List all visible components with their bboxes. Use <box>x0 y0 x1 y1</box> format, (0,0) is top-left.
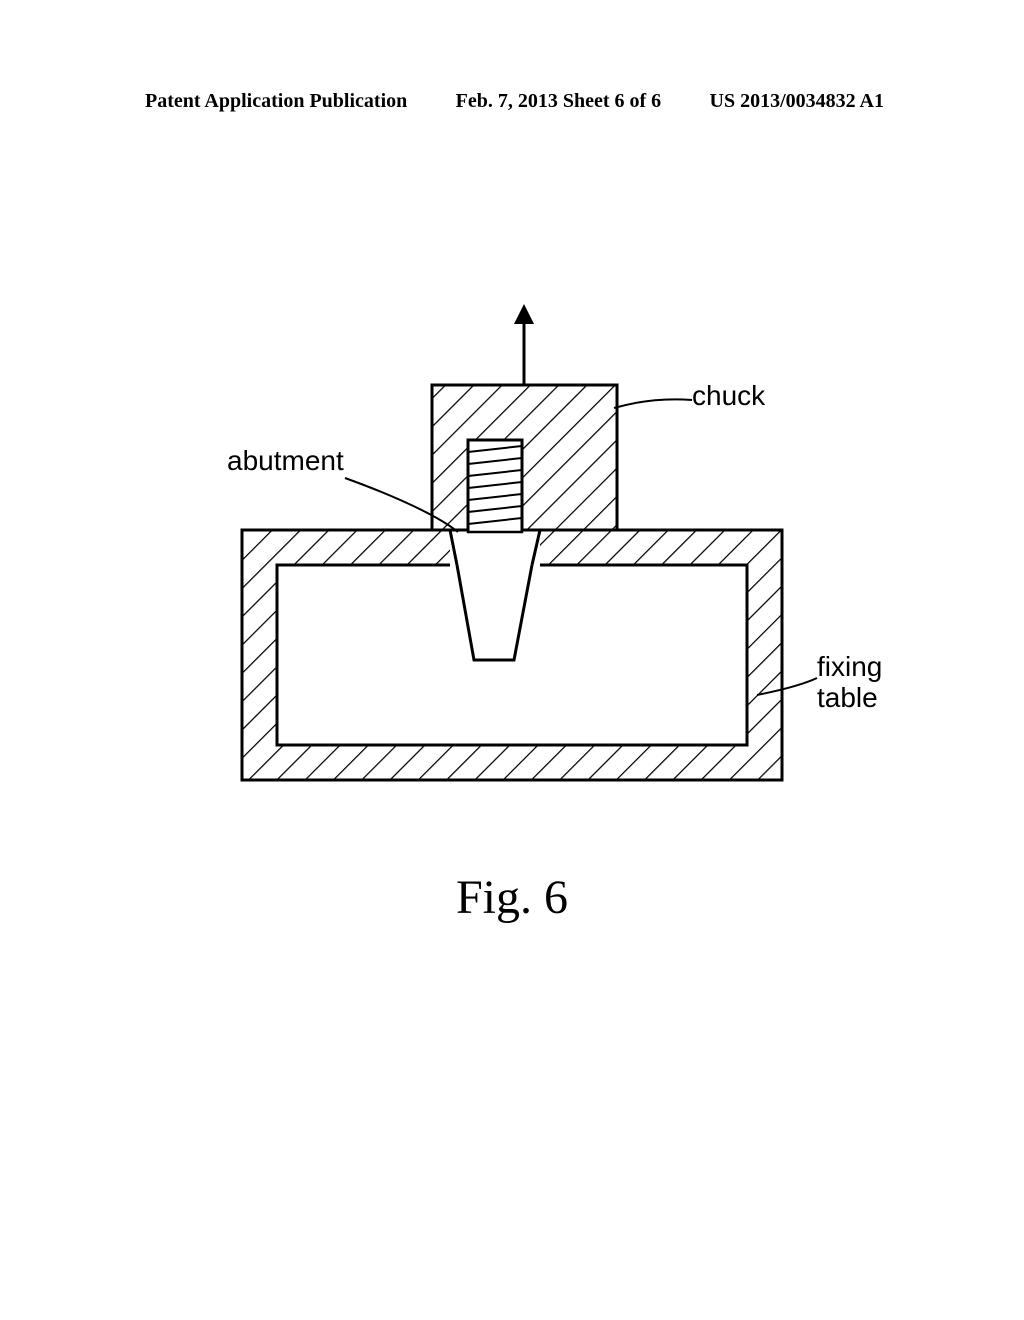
header-right: US 2013/0034832 A1 <box>710 90 884 113</box>
abutment-tapered-shape <box>457 565 532 660</box>
fixing-table-label: fixing table <box>817 652 882 714</box>
chuck-label: chuck <box>692 380 765 412</box>
chuck-leader <box>614 399 692 408</box>
figure-svg <box>162 300 862 820</box>
figure-caption: Fig. 6 <box>0 870 1024 925</box>
fixing-table-label-line2: table <box>817 683 882 714</box>
abutment-threaded-shape <box>468 440 522 532</box>
abutment-label: abutment <box>227 445 344 477</box>
up-arrow <box>514 304 534 385</box>
header-center: Feb. 7, 2013 Sheet 6 of 6 <box>456 90 662 113</box>
chuck-shape <box>432 385 617 530</box>
figure-container: chuck abutment fixing table <box>162 300 862 820</box>
fixing-table-label-line1: fixing <box>817 652 882 683</box>
header-left: Patent Application Publication <box>145 90 407 113</box>
page-header: Patent Application Publication Feb. 7, 2… <box>0 90 1024 113</box>
